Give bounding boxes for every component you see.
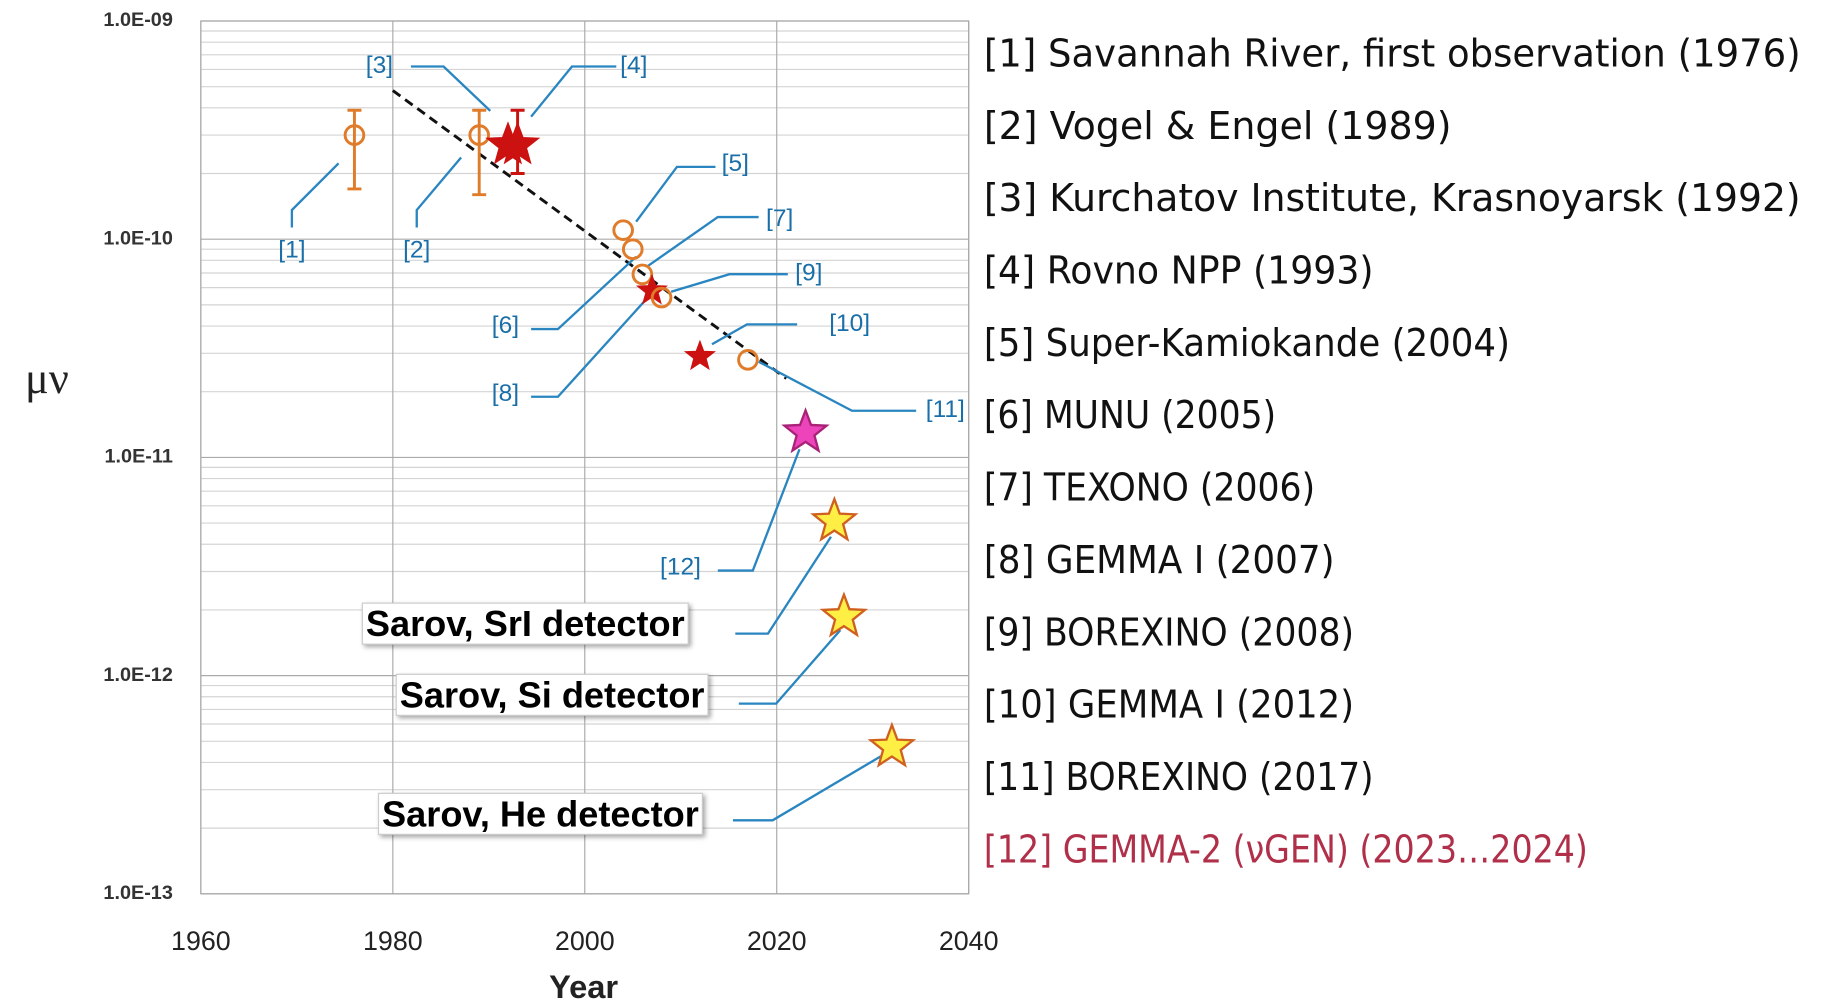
reference-entry: [9] BOREXINO (2008) [984,610,1354,655]
leader-line [530,65,617,118]
annotation-label: [12] [660,554,701,581]
y-tick-label: 1.0E-09 [103,9,172,31]
annotation-box [377,792,703,835]
leader-line [531,296,649,398]
annotation-label: Sarov, Si detector [400,674,705,715]
data-point [343,124,366,146]
data-point [612,219,634,241]
x-tick-label: 2040 [939,926,999,956]
data-point [650,286,673,309]
data-point [867,721,917,768]
reference-entry: [7] TEXONO (2006) [984,466,1315,511]
x-tick-label: 1980 [363,926,423,956]
leader-line [670,273,788,293]
annotation-label: [1] [278,236,305,263]
reference-entry: [10] GEMMA I (2012) [984,683,1354,728]
data-point [737,349,759,371]
data-point [621,238,644,260]
x-axis-label: Year [549,968,618,1005]
reference-entry: [11] BOREXINO (2017) [984,755,1374,800]
data-point [819,591,869,638]
annotation-label: Sarov, SrI detector [366,603,685,644]
leader-line [735,536,832,635]
reference-entry: [12] GEMMA-2 (νGEN) (2023…2024) [984,827,1588,872]
annotation-label: [11] [926,396,965,423]
leader-line [647,215,759,267]
y-tick-label: 1.0E-11 [105,446,173,468]
marks [290,65,917,822]
reference-entry: [2] Vogel & Engel (1989) [984,104,1452,149]
leader-line [635,165,716,223]
leader-line [732,751,888,822]
reference-entry: [1] Savannah River, first observation (1… [984,32,1801,77]
annotation-label: [10] [829,310,870,337]
y-tick-label: 1.0E-12 [103,664,172,686]
reference-entry: [6] MUNU (2005) [984,393,1276,438]
x-tick-label: 2020 [747,926,807,956]
data-point [683,339,717,371]
reference-entry: [8] GEMMA I (2007) [984,538,1335,583]
data-point [781,407,830,454]
leader-line [290,162,340,228]
annotation-label: [2] [403,236,430,263]
data-point [810,495,859,542]
leader-line [717,448,801,572]
data-point [631,263,654,286]
reference-entry: [3] Kurchatov Institute, Krasnoyarsk (19… [984,176,1801,221]
y-axis-label: μν [25,353,69,403]
data-point [468,124,491,146]
leader-line [758,360,917,412]
trend-line [391,89,788,380]
annotation-label: Sarov, He detector [382,793,699,834]
annotation-label: [8] [492,380,519,407]
annotation-label: [4] [620,52,647,79]
annotation-label: [6] [492,312,519,339]
reference-entry: [4] Rovno NPP (1993) [984,249,1374,294]
annotation-label: [5] [722,150,749,177]
y-tick-label: 1.0E-10 [103,227,172,249]
error-bar [347,108,362,191]
x-tick-label: 2000 [555,926,615,956]
annotation-label: [9] [795,260,822,287]
leader-line [410,65,492,112]
data-point [494,121,541,165]
annotation-label: [3] [366,52,393,79]
leader-line [738,629,842,705]
annotation-label: [7] [766,205,793,232]
annotation-box [395,673,709,716]
y-tick-label: 1.0E-13 [103,882,172,904]
leader-line [711,323,798,346]
x-tick-label: 1960 [171,926,231,956]
reference-entry: [5] Super-Kamiokande (2004) [984,321,1510,366]
annotation-box [361,602,689,645]
leader-line [415,156,462,228]
leader-line [531,255,637,331]
